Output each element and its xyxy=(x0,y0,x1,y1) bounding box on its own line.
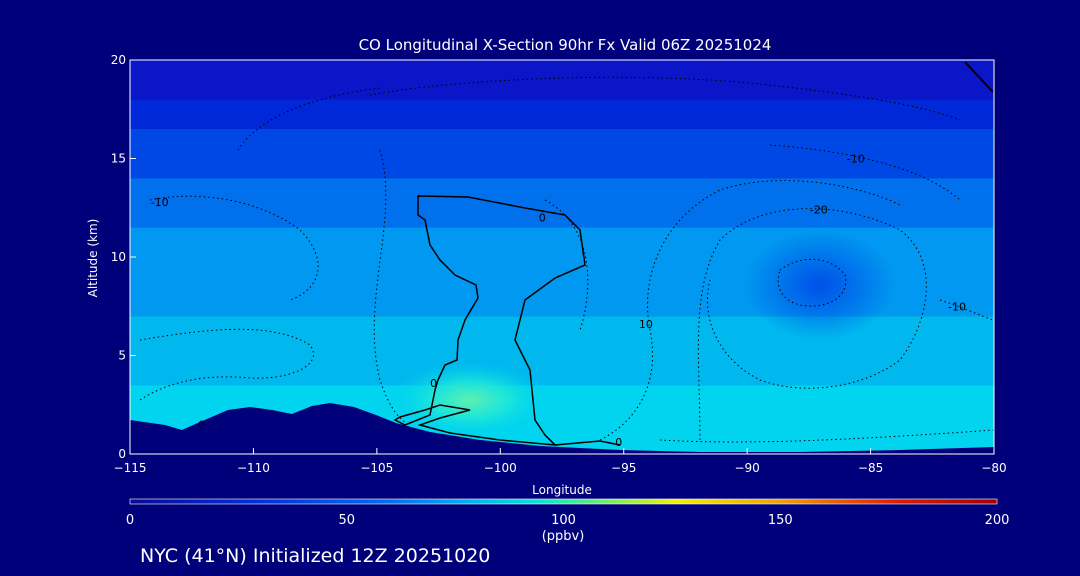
x-tick-label: −115 xyxy=(114,461,147,475)
contour-label: 0 xyxy=(198,418,205,431)
contour-label: 0 xyxy=(539,212,546,225)
y-tick-label: 20 xyxy=(111,53,126,67)
y-axis-label: Altitude (km) xyxy=(86,219,100,298)
chart-title: CO Longitudinal X-Section 90hr Fx Valid … xyxy=(359,36,772,54)
contour-label: -10 xyxy=(948,300,966,313)
x-tick-label: −100 xyxy=(484,461,517,475)
contour-label: -10 xyxy=(847,153,865,166)
x-tick-label: −90 xyxy=(734,461,759,475)
zero-contour-line xyxy=(393,195,586,446)
colorbar-tick-label: 0 xyxy=(126,513,134,528)
contour-label: -20 xyxy=(810,204,828,217)
contour-bottom-right xyxy=(659,429,994,443)
co-concentration-field xyxy=(130,60,994,454)
x-tick-label: −85 xyxy=(858,461,883,475)
y-tick-label: 0 xyxy=(118,447,126,461)
co-band xyxy=(130,99,994,129)
colorbar xyxy=(129,498,998,505)
stratospheric-contour xyxy=(964,61,994,93)
high-co-hotspot xyxy=(390,362,550,438)
contour-center-left xyxy=(373,149,411,426)
y-axis: 0 5 10 15 20 xyxy=(111,53,136,461)
contour-label: 0 xyxy=(615,436,622,449)
contour-label: 10 xyxy=(639,318,653,331)
colorbar-unit-label: (ppbv) xyxy=(542,529,585,544)
plot-area xyxy=(130,60,994,454)
colorbar-tick-label: 50 xyxy=(338,513,355,528)
contour-minus20-outer xyxy=(697,208,927,441)
colorbar-tick-label: 200 xyxy=(985,513,1010,528)
terrain-mask xyxy=(130,403,994,454)
contour-left-lower xyxy=(139,328,314,401)
contour-label: 0 xyxy=(430,377,437,390)
y-tick-label: 15 xyxy=(111,152,126,166)
colorbar-tick-label: 150 xyxy=(768,513,793,528)
co-band xyxy=(130,60,994,100)
x-axis: −115 −110 −105 −100 −95 −90 −85 −80 xyxy=(114,448,1007,475)
y-tick-label: 10 xyxy=(111,250,126,264)
colorbar-ticks: 0 50 100 150 200 xyxy=(126,513,1010,528)
contour-upper-mid xyxy=(237,87,381,151)
contour-labels: -10 -10 -20 -10 0 10 0 0 0 xyxy=(151,153,966,450)
colorbar-tick-label: 100 xyxy=(551,513,576,528)
co-band xyxy=(130,128,994,179)
x-tick-label: −95 xyxy=(611,461,636,475)
y-tick-label: 5 xyxy=(118,349,126,363)
contour-label: -10 xyxy=(151,196,169,209)
x-tick-label: −80 xyxy=(981,461,1006,475)
dotted-contours xyxy=(139,76,994,443)
co-band xyxy=(130,178,994,228)
footer-caption: NYC (41°N) Initialized 12Z 20251020 xyxy=(140,545,490,567)
x-axis-label: Longitude xyxy=(532,483,592,497)
x-tick-label: −105 xyxy=(360,461,393,475)
x-tick-label: −110 xyxy=(237,461,270,475)
contour-right-upper xyxy=(769,144,961,201)
zero-contour-tail xyxy=(554,440,621,446)
contour-ten xyxy=(599,180,901,441)
upper-level-low-co-region xyxy=(745,230,895,340)
